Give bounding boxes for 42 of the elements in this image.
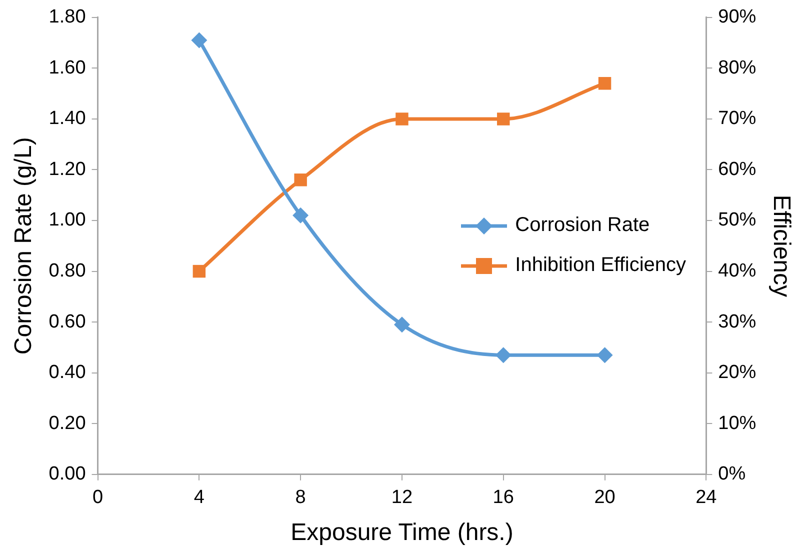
y2-tick-label: 30% xyxy=(718,311,756,332)
x-tick-label: 16 xyxy=(492,487,514,508)
point xyxy=(191,32,208,48)
x-tick-label: 20 xyxy=(594,487,616,508)
y-tick-label: 1.40 xyxy=(48,108,86,130)
y2-tick-label: 90% xyxy=(718,6,756,28)
point xyxy=(598,77,612,90)
y2-tick-label: 80% xyxy=(718,57,756,78)
point xyxy=(495,347,512,364)
y2-tick-label: 20% xyxy=(718,362,756,384)
y-tick-label: 1.00 xyxy=(48,210,86,231)
y-tick-label: 0.60 xyxy=(48,311,86,332)
x-tick-label: 0 xyxy=(92,487,104,508)
point xyxy=(497,112,510,126)
y2-tick-label: 70% xyxy=(718,108,756,130)
y-tick-label: 0.20 xyxy=(48,412,86,434)
y2-tick-label: 10% xyxy=(718,412,756,434)
point xyxy=(596,347,613,364)
legend-label: Corrosion Rate xyxy=(515,214,650,238)
x-tick-label: 24 xyxy=(696,487,718,508)
y-tick-label: 1.60 xyxy=(48,57,86,78)
y2-tick-label: 50% xyxy=(718,210,756,231)
y-axis-title: Corrosion Rate (g/L) xyxy=(10,137,38,355)
y2-tick-label: 0% xyxy=(718,464,746,485)
legend-label: Inhibition Efficiency xyxy=(515,254,686,278)
x-tick-label: 4 xyxy=(194,487,205,508)
point xyxy=(294,174,307,186)
x-tick-label: 8 xyxy=(295,487,306,508)
point xyxy=(292,207,309,224)
x-axis-title: Exposure Time (hrs.) xyxy=(290,519,514,546)
y-tick-label: 1.80 xyxy=(48,6,86,28)
y-tick-label: 0.40 xyxy=(48,362,86,384)
point xyxy=(192,264,206,278)
y2-axis-title: Efficiency xyxy=(768,194,795,298)
y-tick-label: 0.80 xyxy=(48,260,86,282)
x-tick-label: 12 xyxy=(391,487,413,508)
y2-tick-label: 60% xyxy=(718,158,756,180)
y-tick-label: 0.00 xyxy=(48,464,86,485)
y2-tick-label: 40% xyxy=(718,260,756,282)
y-tick-label: 1.20 xyxy=(48,158,86,180)
point xyxy=(394,316,410,333)
point xyxy=(396,112,408,126)
